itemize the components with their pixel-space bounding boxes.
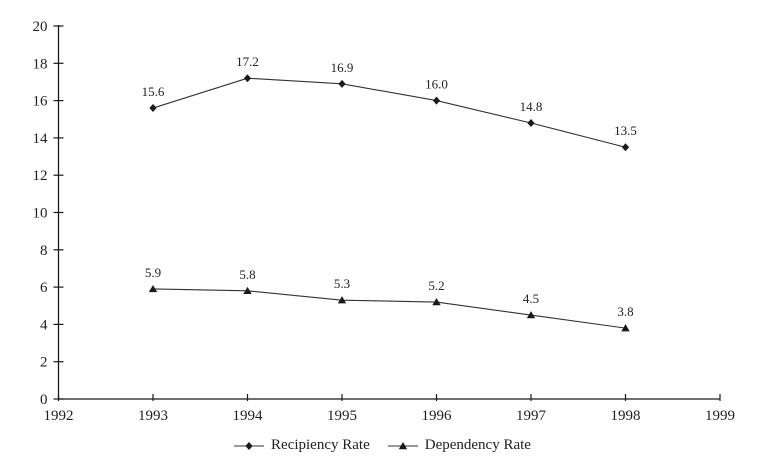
data-point-marker xyxy=(432,298,441,306)
data-point-marker xyxy=(621,324,630,332)
triangle-line-marker-icon xyxy=(387,441,418,449)
data-point-label: 3.8 xyxy=(617,304,633,319)
data-point-label: 16.0 xyxy=(425,77,448,92)
data-point-label: 15.6 xyxy=(142,84,165,99)
data-point-marker xyxy=(621,143,630,152)
y-tick-label: 14 xyxy=(33,131,49,147)
x-tick-label: 1993 xyxy=(138,408,168,424)
y-tick-label: 2 xyxy=(40,355,48,371)
x-tick-label: 1994 xyxy=(233,408,264,424)
y-tick-label: 6 xyxy=(40,280,48,296)
y-tick-label: 4 xyxy=(40,317,48,333)
data-point-label: 17.2 xyxy=(236,54,259,69)
x-tick-label: 1995 xyxy=(327,408,357,424)
data-point-marker xyxy=(148,284,158,293)
data-point-label: 5.8 xyxy=(239,267,255,282)
data-point-marker xyxy=(337,296,347,304)
legend-marker xyxy=(398,441,407,449)
y-tick-label: 12 xyxy=(33,168,48,184)
x-tick-label: 1997 xyxy=(516,408,547,424)
data-point-label: 5.2 xyxy=(428,278,444,293)
data-point-label: 5.3 xyxy=(334,276,350,291)
series-line-dependency xyxy=(152,288,626,329)
diamond-line-marker-icon xyxy=(234,441,265,450)
data-point-marker xyxy=(149,104,157,113)
y-tick-label: 0 xyxy=(40,392,48,408)
data-point-label: 14.8 xyxy=(520,99,543,114)
plot-area: 0 2 4 6 8 10 12 14 16 18 20 1992 1993 1994 1995 1996 199… xyxy=(33,19,736,424)
x-tick-label: 1996 xyxy=(422,408,453,424)
legend-item-recipiency-rate: Recipiency Rate xyxy=(234,437,370,454)
legend-marker xyxy=(245,441,253,450)
y-tick-label: 16 xyxy=(33,94,49,110)
data-point-label: 5.9 xyxy=(145,265,161,280)
legend-label-dependency-rate: Dependency Rate xyxy=(424,437,531,453)
y-tick-label: 18 xyxy=(33,56,48,72)
data-point-label: 4.5 xyxy=(523,291,539,306)
data-point-marker xyxy=(432,96,441,105)
data-point-marker xyxy=(527,118,535,127)
x-tick-label: 1998 xyxy=(611,408,641,424)
legend: Recipiency Rate Dependency Rate xyxy=(0,437,765,454)
x-tick-label: 1999 xyxy=(705,408,735,424)
y-tick-label: 20 xyxy=(33,19,48,35)
series-line-recipiency xyxy=(152,77,626,148)
data-point-marker xyxy=(243,74,252,83)
data-point-label: 13.5 xyxy=(614,123,637,138)
y-tick-label: 10 xyxy=(33,206,48,222)
y-tick-label: 8 xyxy=(40,243,48,259)
data-point-marker xyxy=(338,79,346,88)
data-point-marker xyxy=(526,311,536,319)
legend-label-recipiency-rate: Recipiency Rate xyxy=(271,437,370,453)
data-point-label: 16.9 xyxy=(331,60,354,75)
x-tick-label: 1992 xyxy=(44,408,74,424)
data-point-marker xyxy=(243,286,252,295)
legend-item-dependency-rate: Dependency Rate xyxy=(387,437,531,454)
